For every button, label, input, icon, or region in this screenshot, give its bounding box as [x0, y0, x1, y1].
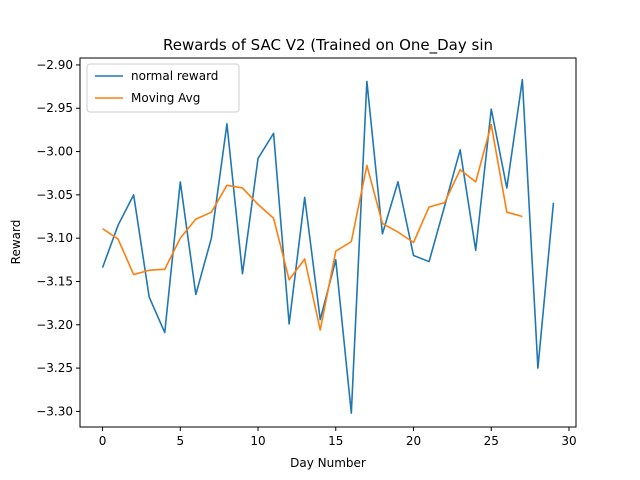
y-tick-label: −3.30 — [36, 404, 73, 418]
x-axis-label: Day Number — [290, 456, 366, 470]
x-tick-label: 25 — [484, 434, 499, 448]
y-tick-label: −3.25 — [36, 361, 73, 375]
series-line-1 — [102, 123, 523, 331]
x-tick-label: 0 — [99, 434, 107, 448]
x-axis-ticks: 0 5 10 15 20 25 30 — [99, 427, 577, 448]
legend-box — [86, 63, 240, 113]
y-tick-label: −3.10 — [36, 231, 73, 245]
plot-frame — [79, 57, 577, 428]
y-tick-label: −2.95 — [36, 101, 73, 115]
legend: normal reward Moving Avg — [86, 63, 240, 113]
y-axis-label: Reward — [9, 220, 23, 265]
y-tick-label: −3.00 — [36, 145, 73, 159]
x-tick-label: 30 — [561, 434, 576, 448]
x-tick-label: 20 — [406, 434, 421, 448]
legend-label-0: normal reward — [131, 69, 218, 83]
y-tick-label: −3.05 — [36, 188, 73, 202]
x-tick-label: 10 — [250, 434, 265, 448]
legend-label-1: Moving Avg — [131, 91, 200, 105]
y-tick-label: −3.15 — [36, 274, 73, 288]
y-tick-label: −3.20 — [36, 318, 73, 332]
x-tick-label: 5 — [176, 434, 184, 448]
y-axis-ticks: −3.30 −3.25 −3.20 −3.15 −3.10 −3.05 −3.00 −2.95… — [36, 58, 80, 418]
x-tick-label: 15 — [328, 434, 343, 448]
series-layer — [101, 78, 555, 414]
chart-title: Rewards of SAC V2 (Trained on One_Day si… — [163, 36, 493, 55]
y-tick-label: −2.90 — [36, 58, 73, 72]
